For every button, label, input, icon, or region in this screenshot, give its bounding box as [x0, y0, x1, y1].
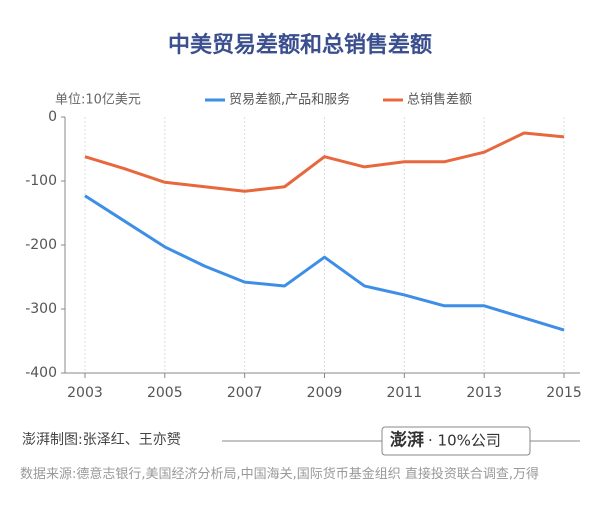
unit-label: 单位:10亿美元	[55, 93, 141, 108]
y-tick-label: -300	[25, 301, 57, 317]
x-tick-label: 2015	[546, 385, 582, 401]
x-tick-label: 2011	[387, 385, 423, 401]
y-tick-label: 0	[48, 109, 57, 125]
logo: 澎湃	[390, 430, 424, 451]
series-line	[84, 131, 565, 193]
legend-label: 贸易差额,产品和服务	[229, 92, 350, 108]
x-tick-label: 2007	[227, 385, 263, 401]
credit: 澎湃制图:张泽红、王亦赟	[22, 431, 181, 448]
x-tick-label: 2003	[67, 385, 103, 401]
x-tick-label: 2009	[307, 385, 343, 401]
chart-title: 中美贸易差额和总销售差额	[168, 32, 432, 58]
y-tick-label: -100	[25, 173, 57, 189]
series-line	[84, 194, 565, 332]
y-tick-label: -200	[25, 237, 57, 253]
source: 数据来源:德意志银行,美国经济分析局,中国海关,国际货币基金组织 直接投资联合调…	[20, 467, 540, 482]
x-tick-label: 2013	[466, 385, 502, 401]
logo-box	[381, 426, 531, 456]
brand: · 10%公司	[428, 432, 501, 450]
x-tick-label: 2005	[147, 385, 183, 401]
y-tick-label: -400	[25, 365, 57, 381]
chart: 中美贸易差额和总销售差额 单位:10亿美元 澎湃制图:张泽红、王亦赟 澎湃 · …	[22, 32, 582, 456]
legend-label: 总销售差额	[407, 92, 472, 108]
